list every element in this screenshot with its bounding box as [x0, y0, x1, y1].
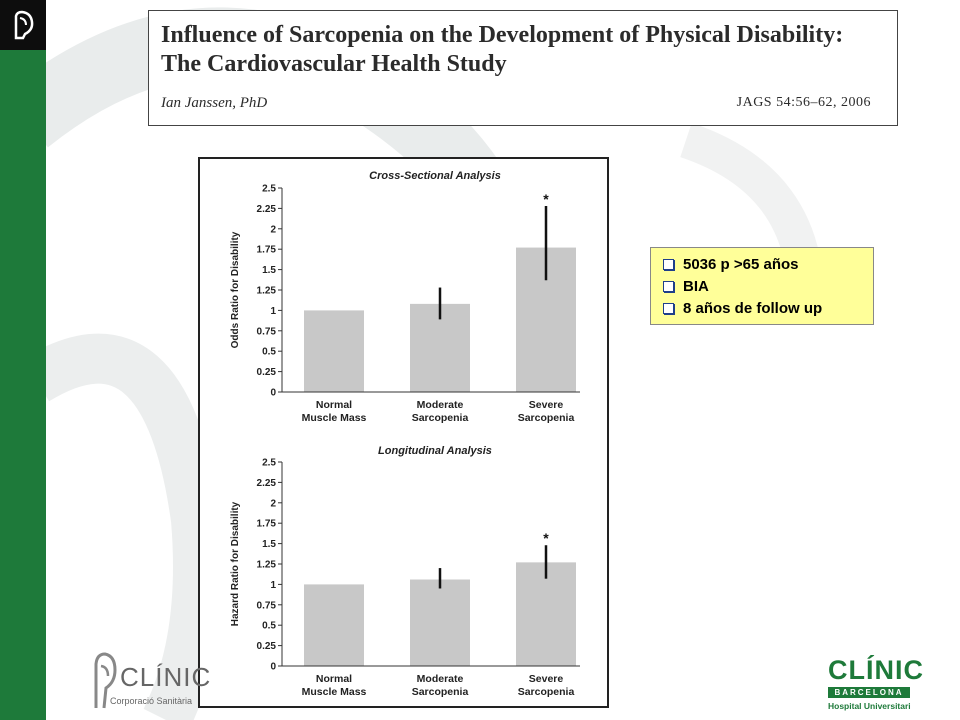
x-category-label: Severe: [529, 673, 564, 685]
y-tick-label: 2: [270, 224, 276, 235]
x-category-label: Muscle Mass: [302, 412, 367, 424]
paper-title-line-2: The Cardiovascular Health Study: [161, 51, 507, 77]
x-category-label: Severe: [529, 399, 564, 411]
study-info-box: 5036 p >65 años BIA 8 años de follow up: [650, 247, 874, 325]
x-category-label: Moderate: [417, 399, 464, 411]
y-tick-label: 2.25: [257, 204, 277, 215]
checkbox-bullet-icon: [663, 280, 674, 292]
y-tick-label: 0.25: [257, 367, 277, 378]
bar: [410, 579, 470, 666]
y-tick-label: 1.5: [262, 539, 276, 550]
y-tick-label: 2.5: [262, 458, 276, 469]
figure-panel: Cross-Sectional Analysis Odds Ratio for D…: [198, 157, 609, 708]
x-category-label: Normal: [316, 673, 352, 685]
head-profile-icon: [94, 652, 117, 709]
info-item-text: 8 años de follow up: [683, 299, 823, 317]
checkbox-bullet-icon: [663, 302, 674, 314]
bar-charts: Cross-Sectional Analysis Odds Ratio for D…: [230, 170, 580, 698]
chart-title: Longitudinal Analysis: [378, 445, 492, 457]
bar: [516, 562, 576, 666]
corner-logo: [0, 0, 46, 50]
logo-right-subtitle: Hospital Universitari: [828, 701, 911, 711]
info-item-text: BIA: [683, 277, 709, 295]
x-category-label: Normal: [316, 399, 352, 411]
y-tick-label: 0.75: [257, 600, 277, 611]
logo-left-name: CLÍNIC: [120, 662, 212, 692]
x-category-label: Sarcopenia: [412, 412, 469, 424]
y-tick-label: 2.5: [262, 184, 276, 195]
x-category-label: Moderate: [417, 673, 464, 685]
info-item-text: 5036 p >65 años: [683, 255, 799, 273]
y-tick-label: 1.75: [257, 245, 277, 256]
significance-marker: *: [543, 191, 549, 207]
x-category-label: Muscle Mass: [302, 686, 367, 698]
y-tick-label: 0.75: [257, 326, 277, 337]
x-category-label: Sarcopenia: [518, 686, 575, 698]
y-tick-label: 1: [270, 306, 276, 317]
checkbox-bullet-icon: [663, 258, 674, 270]
paper-author: Ian Janssen, PhD: [161, 95, 268, 111]
paper-title-line-1: Influence of Sarcopenia on the Developme…: [161, 22, 844, 48]
y-tick-label: 0.25: [257, 641, 277, 652]
paper-header: Influence of Sarcopenia on the Developme…: [148, 10, 898, 126]
y-tick-label: 1.25: [257, 560, 277, 571]
y-tick-label: 0: [270, 388, 276, 399]
y-tick-label: 1.75: [257, 519, 277, 530]
x-category-label: Sarcopenia: [412, 686, 469, 698]
logo-left-subtitle: Corporació Sanitària: [110, 696, 193, 706]
clinic-corporacio-logo: CLÍNIC Corporació Sanitària: [88, 648, 210, 714]
logo-right-band: BARCELONA: [828, 687, 910, 698]
y-tick-label: 2: [270, 498, 276, 509]
y-axis-label: Odds Ratio for Disability: [230, 231, 241, 348]
y-tick-label: 0.5: [262, 621, 276, 632]
significance-marker: *: [543, 530, 549, 546]
x-category-label: Sarcopenia: [518, 412, 575, 424]
y-tick-label: 2.25: [257, 478, 277, 489]
info-item: 5036 p >65 años: [663, 253, 873, 275]
y-tick-label: 0.5: [262, 347, 276, 358]
y-tick-label: 0: [270, 662, 276, 673]
bar: [304, 584, 364, 666]
head-silhouette-icon: [14, 10, 34, 40]
paper-title: Influence of Sarcopenia on the Developme…: [161, 21, 891, 79]
clinic-barcelona-logo: CLÍNIC BARCELONA Hospital Universitari: [826, 655, 923, 715]
info-item: 8 años de follow up: [663, 297, 873, 319]
chart-title: Cross-Sectional Analysis: [369, 170, 501, 182]
bar: [304, 310, 364, 392]
sidebar-band: [0, 0, 46, 720]
info-item: BIA: [663, 275, 873, 297]
y-axis-label: Hazard Ratio for Disability: [230, 501, 241, 626]
y-tick-label: 1.25: [257, 286, 277, 297]
paper-journal: JAGS 54:56–62, 2006: [736, 95, 871, 110]
y-tick-label: 1: [270, 580, 276, 591]
y-tick-label: 1.5: [262, 265, 276, 276]
logo-right-name: CLÍNIC: [828, 655, 924, 685]
